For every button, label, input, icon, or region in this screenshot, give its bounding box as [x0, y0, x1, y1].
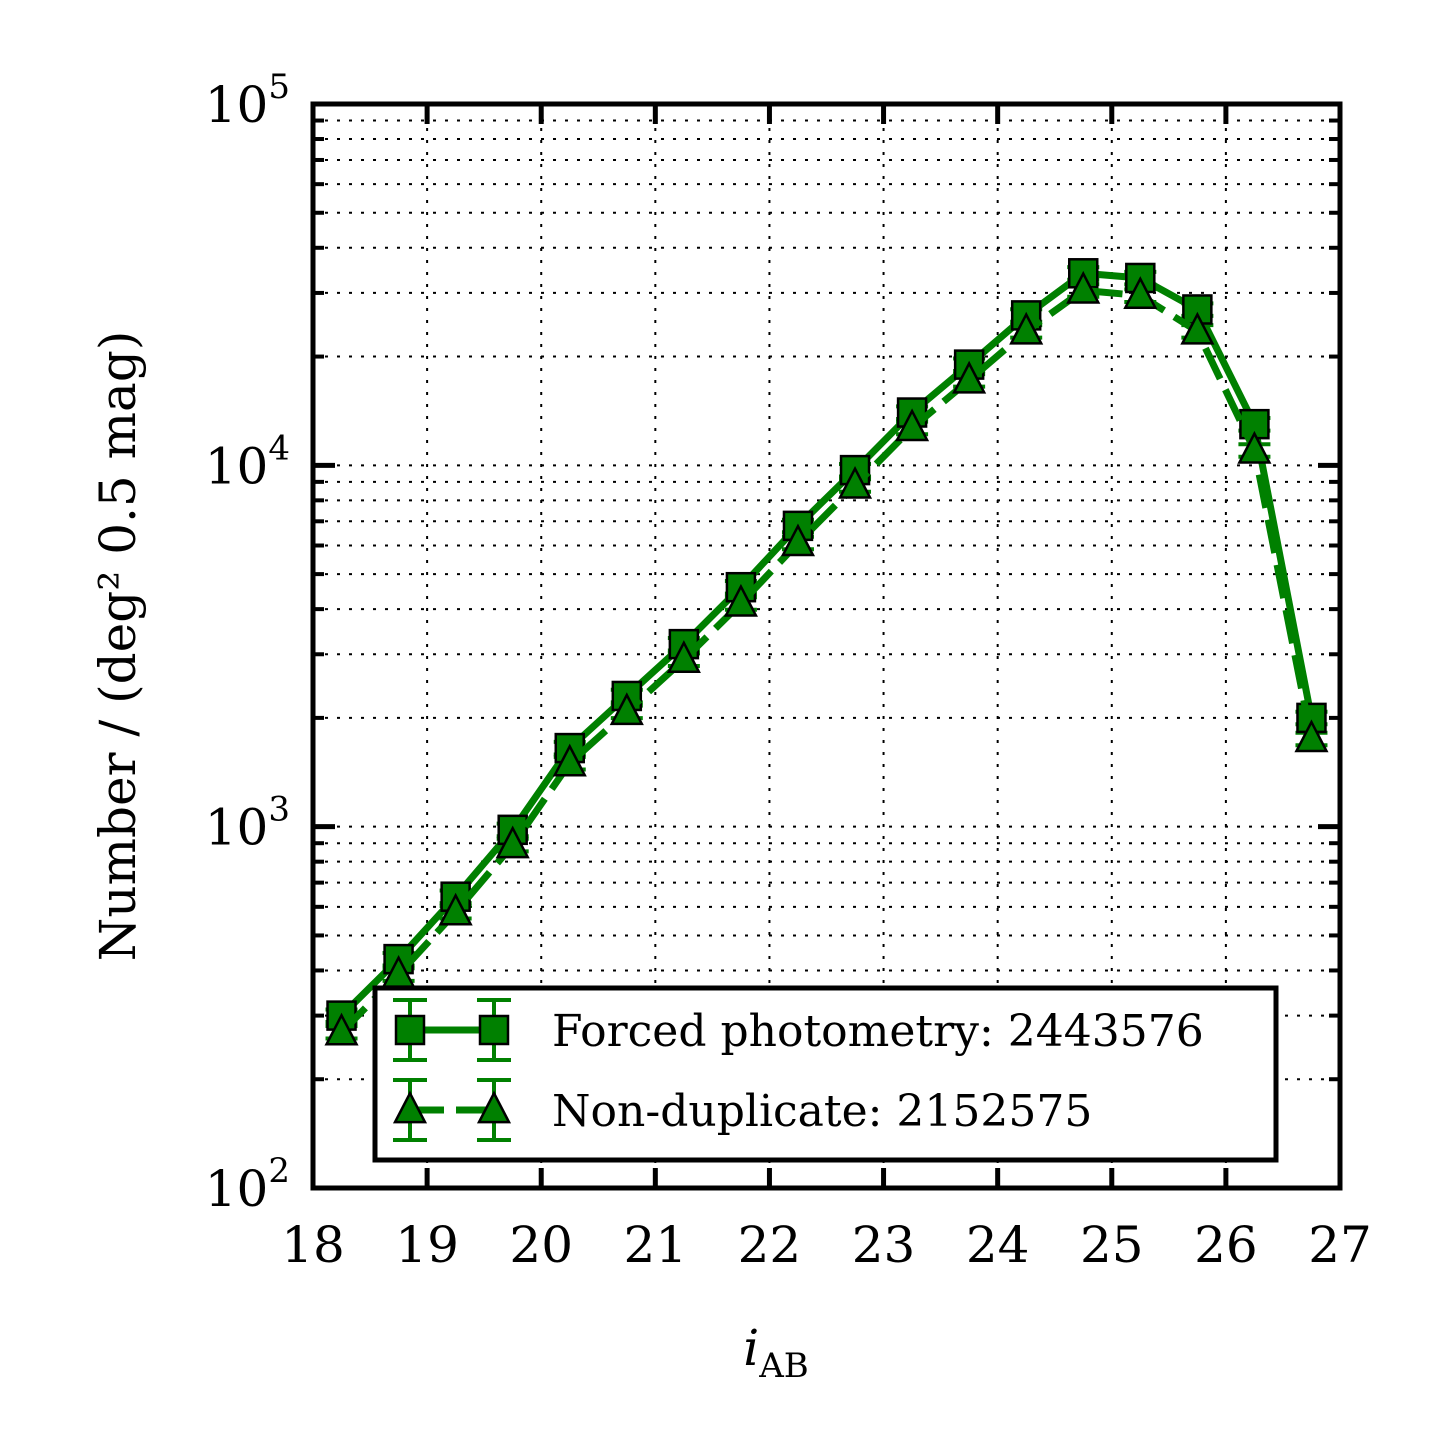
triangle-marker	[324, 1012, 359, 1046]
triangle-marker	[495, 825, 530, 859]
series-forced-photometry	[326, 258, 1327, 1031]
legend-label: Forced photometry: 2443576	[552, 1006, 1204, 1057]
tick-labels-layer: 18 19 20 21 22 23 24 25 26 27 102 103 104 105	[205, 67, 1372, 1274]
triangle-marker	[1237, 430, 1272, 464]
triangle-marker	[609, 692, 644, 726]
y-tick-label: 105	[205, 67, 290, 134]
y-axis-label: Number / (deg² 0.5 mag)	[89, 331, 147, 962]
triangle-marker	[837, 465, 873, 499]
series-line	[339, 286, 1315, 1035]
triangle-marker	[1294, 719, 1329, 753]
x-tick-label: 25	[1080, 1216, 1144, 1274]
x-tick-label: 22	[738, 1216, 802, 1274]
x-tick-label: 19	[395, 1216, 459, 1274]
triangle-marker	[1123, 276, 1158, 309]
series-line	[339, 269, 1315, 1019]
x-tick-label: 27	[1308, 1216, 1372, 1274]
grid-layer	[313, 104, 1340, 1188]
triangle-marker	[1066, 270, 1101, 304]
triangle-marker	[392, 1090, 428, 1124]
errorbar-layer	[325, 265, 1328, 1041]
x-tick-label: 26	[1194, 1216, 1258, 1274]
series-non-duplicate	[324, 270, 1329, 1046]
legend-entry: Forced photometry: 2443576	[393, 998, 1204, 1062]
x-tick-label: 21	[624, 1216, 688, 1274]
triangle-marker	[780, 523, 816, 557]
y-tick-label: 102	[205, 1151, 290, 1218]
y-tick-label: 103	[205, 790, 290, 857]
legend-label: Non-duplicate: 2152575	[552, 1086, 1092, 1137]
x-tick-label: 24	[966, 1216, 1030, 1274]
triangle-marker	[476, 1090, 512, 1124]
y-tick-label: 104	[205, 428, 290, 495]
square-marker	[394, 1014, 426, 1046]
triangle-marker	[895, 408, 930, 442]
triangle-marker	[952, 360, 987, 394]
square-marker	[478, 1014, 510, 1046]
series-layer	[324, 258, 1329, 1046]
triangle-marker	[552, 743, 587, 777]
triangle-marker	[438, 892, 473, 926]
triangle-marker	[666, 640, 701, 673]
legend: Forced photometry: 2443576 Non-duplicate:…	[372, 985, 1279, 1163]
legend-entry: Non-duplicate: 2152575	[392, 1078, 1092, 1142]
triangle-marker	[1009, 311, 1044, 345]
legend-box	[372, 985, 1279, 1163]
x-tick-label: 20	[509, 1216, 573, 1274]
triangle-marker	[1180, 311, 1215, 345]
x-tick-label: 23	[852, 1216, 916, 1274]
triangle-marker	[723, 583, 758, 617]
plot-frame	[310, 101, 1343, 1191]
x-tick-label: 18	[281, 1216, 345, 1274]
x-axis-label: iAB	[743, 1319, 809, 1386]
